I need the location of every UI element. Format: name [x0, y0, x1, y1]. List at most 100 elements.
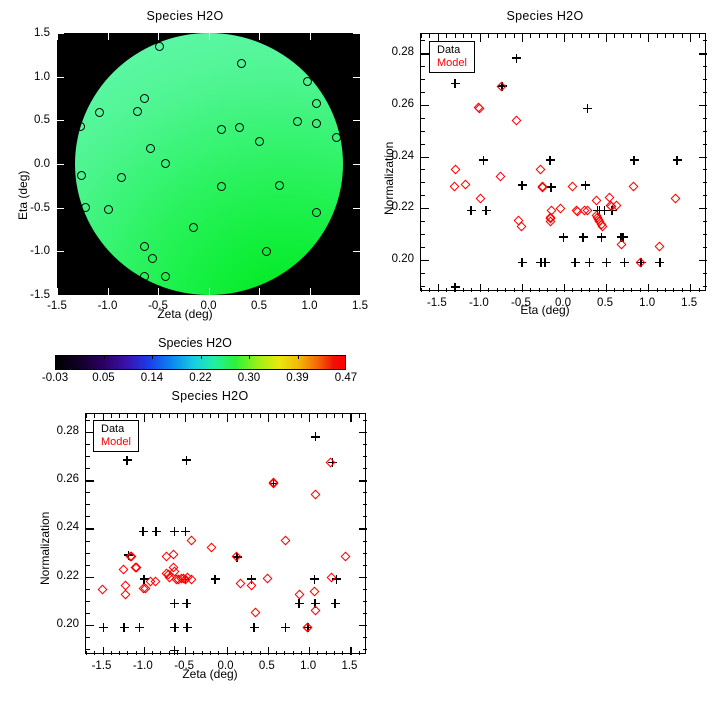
zeta-x-axis-label: Zeta (deg)	[182, 667, 238, 681]
x-minor-tick	[342, 414, 344, 418]
x-minor-tick	[209, 414, 211, 418]
y-major-tick	[359, 576, 367, 578]
y-minor-tick	[86, 468, 90, 470]
x-tick-label: 0.5	[258, 660, 275, 672]
y-major-tick	[359, 480, 367, 482]
x-minor-tick	[673, 34, 675, 38]
x-minor-tick	[135, 414, 137, 418]
y-major-tick	[699, 208, 707, 210]
y-major-tick	[86, 528, 94, 530]
x-major-tick	[606, 34, 608, 42]
eta-plot-title: Species H2O	[506, 9, 584, 23]
site-marker	[104, 205, 113, 215]
x-minor-tick	[152, 651, 154, 655]
y-tick-label: 0.22	[391, 201, 414, 214]
y-minor-tick	[421, 195, 425, 197]
image-x-tick	[158, 288, 159, 295]
x-minor-tick	[110, 414, 112, 418]
x-tick-label: 1.0	[300, 660, 317, 672]
x-tick-label: -1.5	[91, 660, 112, 672]
x-minor-tick	[496, 34, 498, 38]
image-x-tick	[309, 288, 311, 295]
model-marker	[246, 580, 257, 591]
x-minor-tick	[251, 414, 253, 418]
species-image-panel: Species H2O -1.5 -1.0 -0.5 0.0 0.5 1.0 1.5 1.5 1…	[0, 0, 370, 340]
model-marker	[591, 195, 602, 206]
y-minor-tick	[363, 420, 367, 422]
zeta-plot-area: Data Model	[85, 413, 367, 656]
y-minor-tick	[703, 143, 707, 145]
colorbar-tick	[103, 355, 105, 359]
x-tick-label: -1.0	[468, 297, 489, 309]
model-marker	[450, 164, 461, 175]
x-major-tick	[564, 284, 566, 292]
x-major-tick	[690, 34, 692, 42]
image-x-tick	[208, 288, 210, 295]
colorbar-title: Species H2O	[158, 336, 232, 350]
y-minor-tick	[421, 92, 425, 94]
x-minor-tick	[218, 651, 220, 655]
site-marker	[312, 207, 322, 217]
x-minor-tick	[317, 414, 319, 418]
y-minor-tick	[703, 246, 707, 248]
y-minor-tick	[86, 564, 90, 566]
x-minor-tick	[589, 288, 591, 292]
y-minor-tick	[363, 492, 367, 494]
x-major-tick	[350, 414, 352, 422]
site-marker	[57, 173, 62, 183]
image-y-tick-label: 1.5	[34, 27, 50, 39]
eta-plot-area: Data Model	[420, 33, 707, 292]
y-minor-tick	[363, 588, 367, 590]
x-minor-tick	[656, 288, 658, 292]
y-minor-tick	[363, 456, 367, 458]
x-major-tick	[143, 414, 146, 422]
y-minor-tick	[363, 564, 367, 566]
y-tick-label: 0.20	[391, 252, 414, 265]
eta-legend: Data Model	[429, 41, 475, 74]
site-marker	[312, 118, 322, 128]
colorbar-tick-label: 0.30	[237, 372, 261, 384]
x-major-tick	[226, 647, 228, 655]
y-minor-tick	[703, 182, 707, 184]
image-y-tick-label: -1.5	[30, 289, 50, 301]
x-major-tick	[479, 34, 482, 42]
image-x-tick	[107, 288, 109, 295]
x-minor-tick	[555, 34, 557, 38]
model-marker	[555, 203, 566, 214]
y-major-tick	[699, 104, 707, 107]
model-marker	[628, 182, 639, 192]
x-minor-tick	[276, 651, 278, 655]
x-major-tick	[521, 34, 524, 42]
x-minor-tick	[631, 288, 633, 292]
y-major-tick	[86, 576, 94, 578]
image-y-tick	[353, 251, 360, 253]
image-x-tick	[259, 288, 260, 295]
model-marker	[475, 193, 486, 204]
y-minor-tick	[86, 588, 90, 590]
x-minor-tick	[168, 651, 170, 655]
model-marker	[325, 457, 336, 468]
x-minor-tick	[110, 651, 112, 655]
y-major-tick	[86, 624, 94, 627]
y-major-tick	[421, 208, 429, 210]
x-tick-label: -1.5	[426, 297, 447, 309]
x-tick-label: 1.0	[639, 297, 656, 309]
y-minor-tick	[703, 195, 707, 197]
y-tick-label: 0.24	[391, 149, 414, 162]
x-minor-tick	[589, 34, 591, 38]
model-marker	[449, 182, 460, 192]
y-minor-tick	[86, 540, 90, 542]
image-y-tick	[57, 120, 64, 122]
site-marker	[274, 181, 284, 191]
y-minor-tick	[363, 444, 367, 446]
site-marker	[139, 271, 149, 281]
image-y-tick-label: 0.5	[34, 114, 50, 127]
x-major-tick	[309, 414, 311, 422]
x-tick-label: -0.5	[511, 297, 531, 309]
y-major-tick	[359, 624, 367, 627]
y-minor-tick	[421, 169, 425, 171]
y-minor-tick	[421, 143, 425, 145]
y-minor-tick	[86, 600, 90, 602]
image-y-tick	[57, 251, 64, 253]
y-major-tick	[359, 432, 367, 434]
